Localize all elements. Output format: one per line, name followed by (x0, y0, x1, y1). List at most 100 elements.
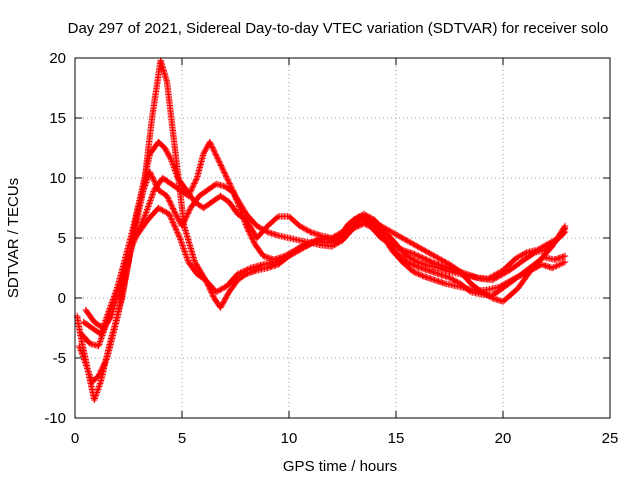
data-point (167, 215, 175, 222)
data-point (171, 208, 178, 215)
data-point (182, 251, 189, 258)
data-point (96, 370, 104, 377)
data-point (189, 183, 197, 190)
data-point (115, 281, 122, 288)
data-point (301, 225, 309, 233)
chart-title: Day 297 of 2021, Sidereal Day-to-day VTE… (68, 20, 609, 37)
data-point (400, 235, 408, 243)
x-tick-label: 0 (71, 430, 79, 447)
data-point (122, 260, 129, 267)
data-point (313, 237, 321, 244)
data-point (186, 207, 193, 214)
data-point (202, 276, 209, 284)
data-point (113, 285, 120, 293)
data-point (356, 222, 364, 229)
data-point (354, 214, 361, 221)
data-point (221, 169, 228, 176)
data-point (332, 241, 339, 248)
data-point (308, 240, 315, 247)
data-point (367, 217, 374, 224)
data-point (99, 324, 106, 332)
data-point (148, 171, 155, 178)
data-point (561, 222, 569, 230)
data-point (174, 230, 182, 237)
data-point (168, 158, 175, 165)
data-point (167, 201, 175, 208)
data-point (428, 258, 435, 266)
data-point (411, 241, 418, 249)
data-point (86, 371, 93, 378)
data-point (187, 187, 195, 194)
data-point (83, 362, 90, 369)
data-point (454, 278, 461, 286)
data-point (250, 238, 257, 245)
data-point (379, 223, 386, 231)
data-point (185, 209, 192, 216)
data-point (420, 255, 427, 262)
data-point (311, 238, 318, 245)
data-point (363, 221, 370, 228)
data-point (104, 311, 111, 318)
data-point (206, 286, 214, 293)
data-point (228, 184, 235, 191)
data-point (351, 224, 358, 231)
data-point (350, 225, 357, 232)
data-point (407, 260, 414, 267)
x-tick-label: 10 (281, 430, 298, 447)
data-point (124, 255, 131, 263)
data-point (428, 251, 436, 258)
data-point (165, 197, 173, 204)
data-point (350, 216, 357, 224)
data-point (257, 225, 265, 232)
data-point (182, 214, 190, 221)
data-point (215, 158, 223, 165)
data-point (329, 242, 337, 249)
data-point (215, 156, 222, 164)
data-point (362, 213, 369, 221)
data-point (167, 213, 174, 220)
data-point (173, 212, 180, 219)
data-point (93, 389, 101, 396)
data-point (372, 220, 380, 227)
y-tick-label: 10 (49, 170, 66, 187)
data-point (222, 172, 229, 179)
data-point (99, 363, 107, 370)
data-point (273, 214, 281, 221)
data-point (383, 225, 390, 233)
data-point (172, 170, 180, 177)
data-point (219, 285, 227, 292)
data-point (412, 269, 419, 276)
data-point (205, 282, 212, 289)
data-point (409, 268, 417, 275)
y-tick-label: 15 (49, 110, 66, 127)
data-point (141, 213, 148, 221)
data-point (214, 155, 221, 162)
data-point (358, 221, 365, 228)
data-point (97, 368, 104, 375)
data-point (211, 148, 218, 155)
data-point (163, 209, 170, 216)
data-point (388, 229, 396, 236)
data-point (211, 149, 219, 157)
data-point (121, 264, 128, 272)
data-point (216, 159, 223, 166)
data-point (412, 251, 419, 258)
data-point (386, 227, 393, 234)
data-point (142, 210, 149, 218)
data-point (395, 232, 402, 240)
data-point (166, 210, 173, 218)
data-point (404, 253, 412, 260)
data-point (214, 288, 221, 295)
data-point (177, 237, 185, 245)
data-point (102, 315, 110, 323)
data-point (559, 260, 566, 267)
data-point (203, 278, 210, 285)
data-point (499, 270, 506, 278)
data-point (95, 342, 102, 350)
data-point (95, 372, 102, 380)
data-point (406, 254, 413, 261)
data-point (207, 140, 214, 147)
data-point (450, 276, 457, 284)
data-point (411, 262, 418, 269)
data-point (407, 239, 414, 246)
